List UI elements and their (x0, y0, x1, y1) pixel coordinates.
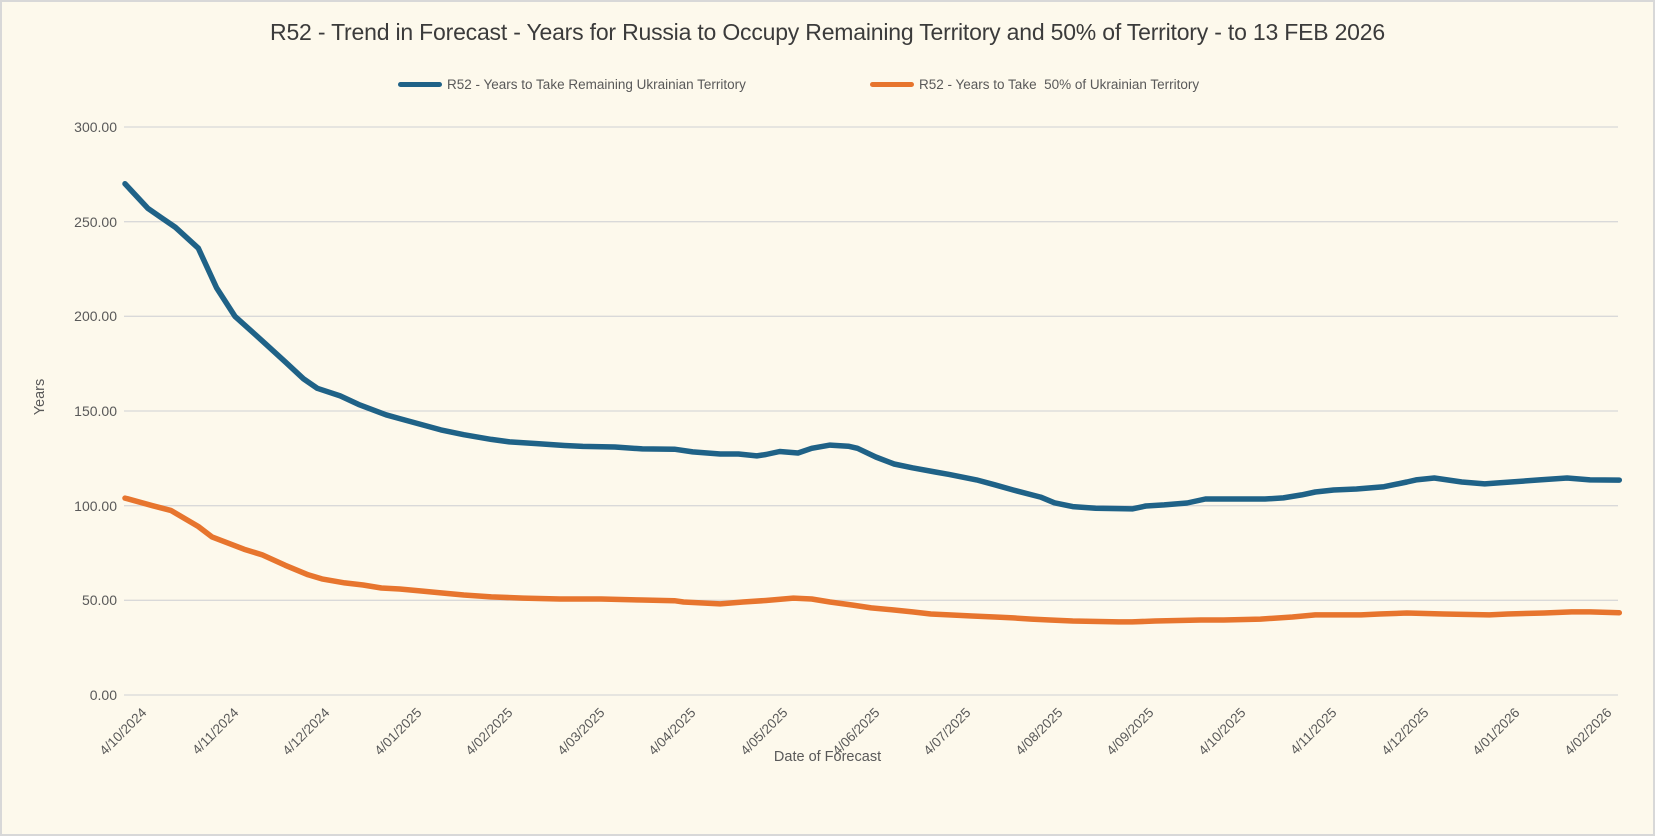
legend: R52 - Years to Take Remaining Ukrainian … (2, 73, 1653, 95)
y-tick-label-250.00: 250.00 (74, 213, 117, 230)
legend-entry-remaining-territory: R52 - Years to Take Remaining Ukrainian … (398, 73, 746, 95)
y-tick-label-0.00: 0.00 (89, 687, 117, 703)
legend-label-remaining-territory: R52 - Years to Take Remaining Ukrainian … (447, 76, 746, 92)
series-line-50pct-territory (122, 495, 1623, 625)
chart-title: R52 - Trend in Forecast - Years for Russ… (270, 19, 1385, 45)
legend-line-swatch-blue (398, 81, 442, 87)
y-tick-label-300.00: 300.00 (74, 119, 117, 135)
x-axis-title: Date of Forecast (773, 749, 882, 765)
y-axis-title: Years (32, 378, 48, 416)
y-tick-label-150.00: 150.00 (74, 403, 117, 419)
y-tick-label-200.00: 200.00 (74, 308, 117, 325)
gridlines (124, 126, 1618, 696)
legend-label-50pct-territory: R52 - Years to Take 50% of Ukrainian Ter… (919, 76, 1200, 92)
legend-line-swatch-orange (870, 81, 914, 87)
y-tick-label-100.00: 100.00 (74, 497, 117, 514)
y-tick-label-50.00: 50.00 (81, 592, 117, 609)
series-line-remaining-territory (122, 181, 1623, 512)
series-lines (122, 181, 1623, 625)
legend-entry-50pct-territory: R52 - Years to Take 50% of Ukrainian Ter… (870, 73, 1199, 95)
